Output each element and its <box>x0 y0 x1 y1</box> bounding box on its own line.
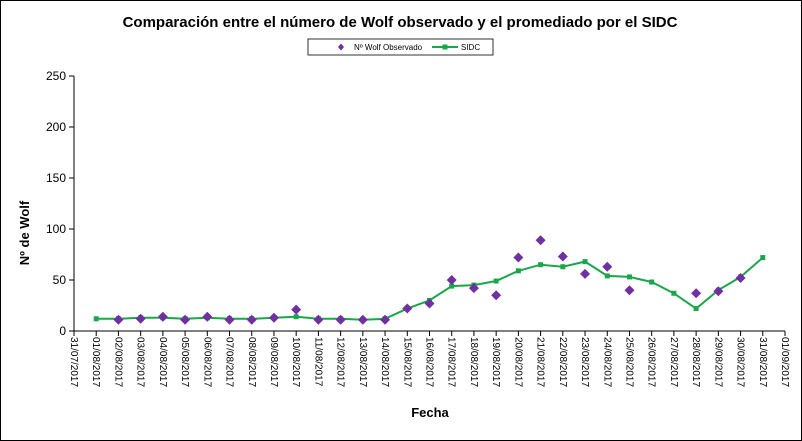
sidc-point <box>582 259 588 265</box>
sidc-point <box>449 283 455 289</box>
x-tick-label: 09/08/2017 <box>268 337 279 387</box>
x-tick-label: 31/07/2017 <box>68 337 79 387</box>
x-tick-label: 01/08/2017 <box>90 337 101 387</box>
y-tick-label: 100 <box>46 222 66 236</box>
observed-point <box>402 303 413 314</box>
observed-point <box>268 312 279 323</box>
observed-point <box>446 275 457 285</box>
chart-title: Comparación entre el número de Wolf obse… <box>123 14 678 31</box>
observed-point <box>424 298 435 309</box>
observed-point <box>602 261 613 272</box>
x-tick-label: 06/08/2017 <box>201 337 212 387</box>
plot-area: 0 50 100 150 200 250 31/07/2017 01/08/2017 02/08… <box>46 69 790 387</box>
legend-box <box>307 38 494 56</box>
sidc-point <box>93 316 99 322</box>
sidc-point <box>515 268 521 274</box>
observed-point <box>535 235 546 246</box>
observed-point <box>491 290 502 301</box>
observed-point <box>291 304 302 315</box>
legend: Nº Wolf Observado SIDC <box>307 38 494 56</box>
x-tick-label: 15/08/2017 <box>401 337 412 387</box>
sidc-point <box>626 274 632 280</box>
observed-point <box>113 314 124 325</box>
x-tick-label: 30/08/2017 <box>735 337 746 387</box>
sidc-point <box>493 278 499 284</box>
observed-point <box>246 314 257 325</box>
observed-point <box>735 272 746 283</box>
x-tick-label: 01/09/2017 <box>779 337 790 387</box>
legend-sidc-marker-icon <box>442 44 448 50</box>
y-tick-label: 0 <box>59 324 66 338</box>
x-tick-label: 23/08/2017 <box>579 337 590 387</box>
x-axis-title: Fecha <box>411 405 449 420</box>
observed-point <box>313 314 324 325</box>
x-tick-label: 11/08/2017 <box>312 337 323 387</box>
x-tick-label: 28/08/2017 <box>690 337 701 387</box>
x-tick-label: 29/08/2017 <box>712 337 723 387</box>
sidc-point <box>293 314 299 320</box>
sidc-point <box>560 264 566 270</box>
observed-point <box>557 251 568 262</box>
x-tick-label: 26/08/2017 <box>646 337 657 387</box>
x-tick-label: 19/08/2017 <box>490 337 501 387</box>
observed-point <box>180 314 191 325</box>
x-tick-label: 12/08/2017 <box>335 337 346 387</box>
sidc-point <box>693 306 699 312</box>
x-tick-label: 25/08/2017 <box>623 337 634 387</box>
x-tick-label: 14/08/2017 <box>379 337 390 387</box>
x-tick-label: 08/08/2017 <box>246 337 257 387</box>
sidc-point <box>760 255 766 261</box>
x-tick-label: 21/08/2017 <box>535 337 546 387</box>
observed-point <box>513 252 524 263</box>
x-tick-label: 20/08/2017 <box>512 337 523 387</box>
x-tick-label: 17/08/2017 <box>446 337 457 387</box>
y-tick-label: 200 <box>46 120 66 134</box>
sidc-series-line <box>96 256 764 321</box>
legend-sidc-label: SIDC <box>461 43 480 52</box>
sidc-point <box>671 290 677 296</box>
y-tick-label: 250 <box>46 69 66 83</box>
x-tick-label: 31/08/2017 <box>757 337 768 387</box>
x-tick-label: 27/08/2017 <box>668 337 679 387</box>
x-tick-label: 04/08/2017 <box>157 337 168 387</box>
observed-point <box>224 314 235 325</box>
observed-point <box>380 314 391 325</box>
sidc-point <box>538 262 544 268</box>
observed-point <box>357 314 368 325</box>
observed-point <box>624 285 635 296</box>
x-tick-label: 18/08/2017 <box>468 337 479 387</box>
x-tick-label: 10/08/2017 <box>290 337 301 387</box>
observed-point <box>580 268 591 279</box>
legend-observed-label: Nº Wolf Observado <box>354 43 423 52</box>
legend-observed-marker-icon <box>338 43 344 51</box>
observed-point <box>713 286 724 297</box>
x-tick-label: 05/08/2017 <box>179 337 190 387</box>
observed-point <box>335 314 346 325</box>
observed-point <box>202 311 213 322</box>
x-tick-label: 22/08/2017 <box>557 337 568 387</box>
y-tick-label: 50 <box>53 273 67 287</box>
observed-point <box>135 313 146 324</box>
observed-point <box>468 283 479 294</box>
x-tick-label: 02/08/2017 <box>112 337 123 387</box>
observed-point <box>157 311 168 322</box>
x-tick-label: 13/08/2017 <box>357 337 368 387</box>
sidc-point <box>604 273 610 279</box>
x-tick-label: 07/08/2017 <box>224 337 235 387</box>
x-tick-label: 16/08/2017 <box>424 337 435 387</box>
sidc-point <box>649 279 655 285</box>
x-tick-label: 24/08/2017 <box>601 337 612 387</box>
y-axis-title: Nº de Wolf <box>17 200 32 265</box>
y-tick-label: 150 <box>46 171 66 185</box>
x-tick-label: 03/08/2017 <box>135 337 146 387</box>
observed-point <box>691 288 702 299</box>
